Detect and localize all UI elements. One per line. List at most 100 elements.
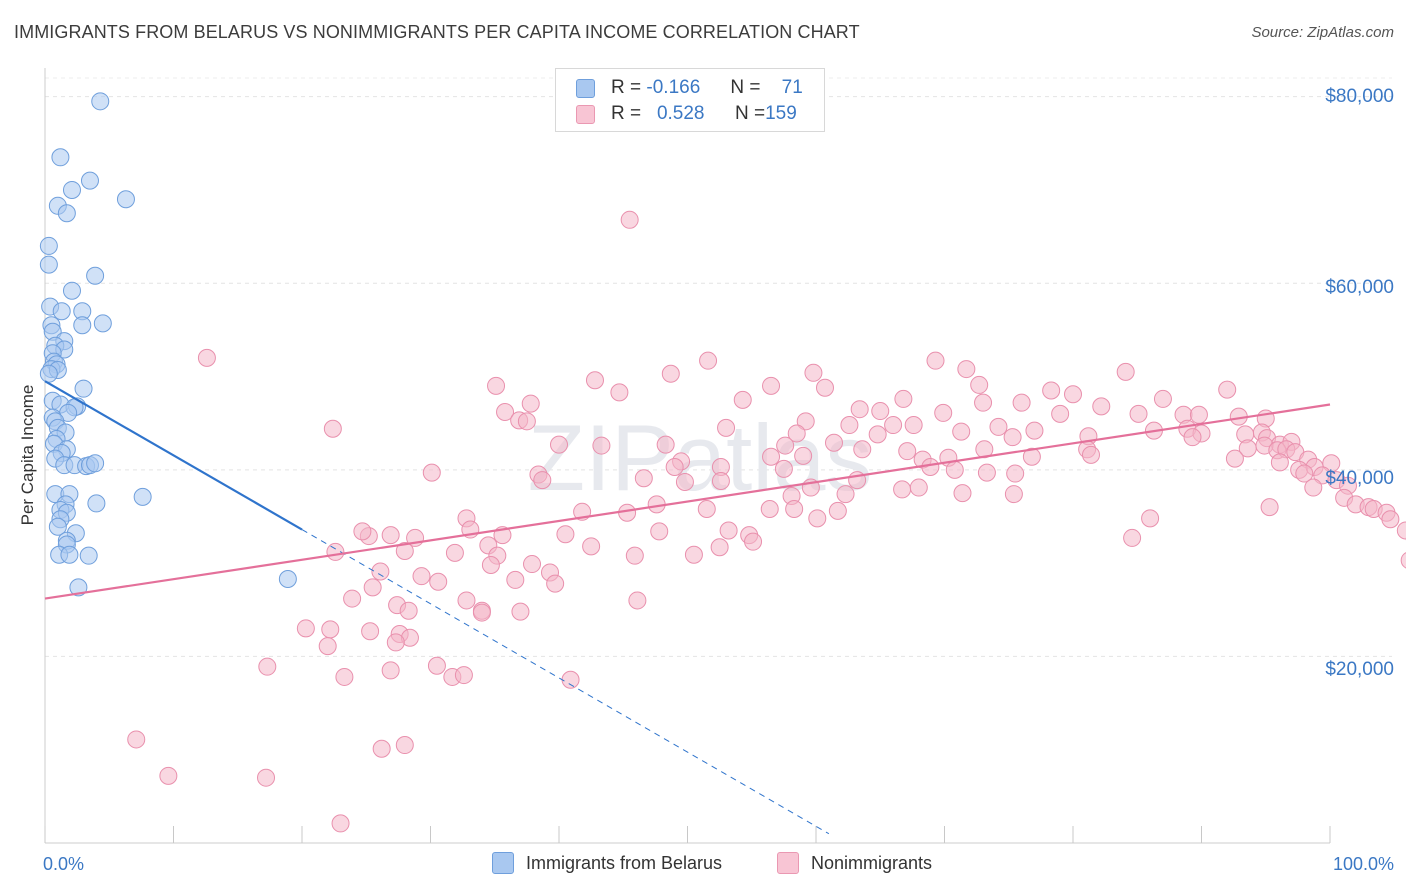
nonimmigrants-point — [894, 389, 913, 408]
belarus-legend-swatch — [492, 852, 514, 874]
nonimmigrants-point — [321, 620, 340, 639]
nonimmigrants-point — [472, 603, 491, 622]
belarus-point — [87, 494, 106, 513]
nonimmigrants-point — [909, 478, 928, 497]
nonimmigrants-point — [699, 351, 718, 370]
nonimmigrants-point — [422, 463, 441, 482]
nonimmigrants-point — [454, 666, 473, 685]
nonimmigrants-point — [953, 484, 972, 503]
nonimmigrants-point — [429, 572, 448, 591]
nonimmigrants-point — [628, 591, 647, 610]
belarus-point — [39, 255, 58, 274]
nonimmigrants-point — [850, 400, 869, 419]
belarus-point — [60, 545, 79, 564]
nonimmigrants-point — [258, 657, 277, 676]
nonimmigrants-point — [618, 503, 637, 522]
nonimmigrants-point — [1295, 464, 1314, 483]
nonimmigrants-point — [824, 433, 843, 452]
nonimmigrants-point — [372, 739, 391, 758]
nonimmigrants-point — [796, 412, 815, 431]
nonimmigrants-point — [523, 555, 542, 574]
nonimmigrants-point — [582, 537, 601, 556]
nonimmigrants-swatch — [576, 104, 595, 124]
nonimmigrants-point — [893, 480, 912, 499]
nonimmigrants-point — [197, 348, 216, 367]
nonimmigrants-point — [1270, 453, 1289, 472]
n-label: N = — [734, 103, 766, 124]
nonimmigrants-point — [794, 446, 813, 465]
nonimmigrants-point — [1129, 404, 1148, 423]
nonimmigrants-point — [1025, 421, 1044, 440]
stats-row-belarus: R = -0.166 N = 71 — [576, 75, 803, 101]
nonimmigrants-point — [517, 412, 536, 431]
n-label: N = — [730, 77, 761, 98]
nonimmigrants-point — [1022, 447, 1041, 466]
nonimmigrants-point — [353, 522, 372, 541]
nonimmigrants-point — [511, 602, 530, 621]
legend-item-belarus[interactable]: Immigrants from Belarus — [492, 852, 722, 874]
nonimmigrants-point — [399, 601, 418, 620]
belarus-point — [74, 379, 93, 398]
nonimmigrants-point — [1012, 393, 1031, 412]
nonimmigrants-point — [1260, 498, 1279, 517]
legend-label-belarus: Immigrants from Belarus — [526, 852, 723, 873]
nonimmigrants-point — [533, 471, 552, 490]
nonimmigrants-point — [1064, 385, 1082, 404]
nonimmigrants-point — [868, 425, 887, 444]
belarus-point — [48, 517, 67, 536]
nonimmigrants-point — [1218, 380, 1237, 399]
nonimmigrants-point — [774, 459, 793, 478]
nonimmigrants-point — [665, 458, 684, 477]
legend-item-nonimmigrants[interactable]: Nonimmigrants — [777, 852, 932, 874]
belarus-point — [62, 281, 81, 300]
nonimmigrants-point — [785, 500, 804, 519]
nonimmigrants-point — [381, 526, 400, 545]
nonimmigrants-point — [127, 730, 146, 749]
belarus-point — [80, 171, 99, 190]
belarus-n-value: 71 — [781, 77, 803, 98]
belarus-point — [39, 364, 58, 383]
nonimmigrants-point — [840, 416, 859, 435]
y-tick-label-20000: $20,000 — [1325, 659, 1394, 680]
nonimmigrants-point — [675, 472, 694, 491]
nonimmigrants-point — [650, 522, 669, 541]
y-tick-label-60000: $60,000 — [1325, 277, 1394, 298]
stats-row-nonimmigrants: R = 0.528 N = 159 — [576, 101, 797, 127]
source-label: Source: ZipAtlas.com — [1251, 24, 1394, 41]
nonimmigrants-point — [487, 376, 506, 395]
nonimmigrants-point — [318, 637, 337, 656]
nonimmigrants-point — [1400, 552, 1406, 569]
nonimmigrants-point — [331, 814, 350, 833]
nonimmigrants-point — [836, 485, 855, 504]
nonimmigrants-point — [1183, 428, 1202, 447]
nonimmigrants-point — [395, 541, 414, 560]
belarus-point — [278, 569, 297, 588]
nonimmigrants-point — [335, 667, 354, 686]
nonimmigrants-point — [977, 463, 996, 482]
nonimmigrants-point — [371, 562, 390, 581]
nonimmigrants-point — [625, 546, 644, 565]
nonimmigrants-point — [1116, 362, 1135, 381]
nonimmigrants-point — [521, 394, 540, 413]
nonimmigrants-point — [412, 567, 431, 586]
belarus-trendline-extension — [301, 529, 830, 835]
nonimmigrants-point — [717, 418, 736, 437]
nonimmigrants-point — [1141, 509, 1160, 528]
belarus-point — [93, 314, 112, 333]
nonimmigrants-point — [296, 619, 315, 638]
nonimmigrants-point — [904, 416, 923, 435]
nonimmigrants-point — [804, 363, 823, 382]
nonimmigrants-point — [395, 736, 414, 755]
nonimmigrants-point — [634, 469, 653, 488]
nonimmigrants-legend-swatch — [777, 852, 799, 874]
nonimmigrants-point — [427, 656, 446, 675]
nonimmigrants-point — [159, 766, 178, 785]
nonimmigrants-point — [697, 500, 716, 519]
nonimmigrants-point — [656, 435, 675, 454]
chart-title: IMMIGRANTS FROM BELARUS VS NONIMMIGRANTS… — [14, 22, 860, 42]
nonimmigrants-point — [934, 403, 953, 422]
nonimmigrants-point — [762, 376, 781, 395]
nonimmigrants-point — [711, 472, 730, 491]
belarus-points — [39, 92, 297, 597]
gridlines — [45, 77, 1392, 657]
